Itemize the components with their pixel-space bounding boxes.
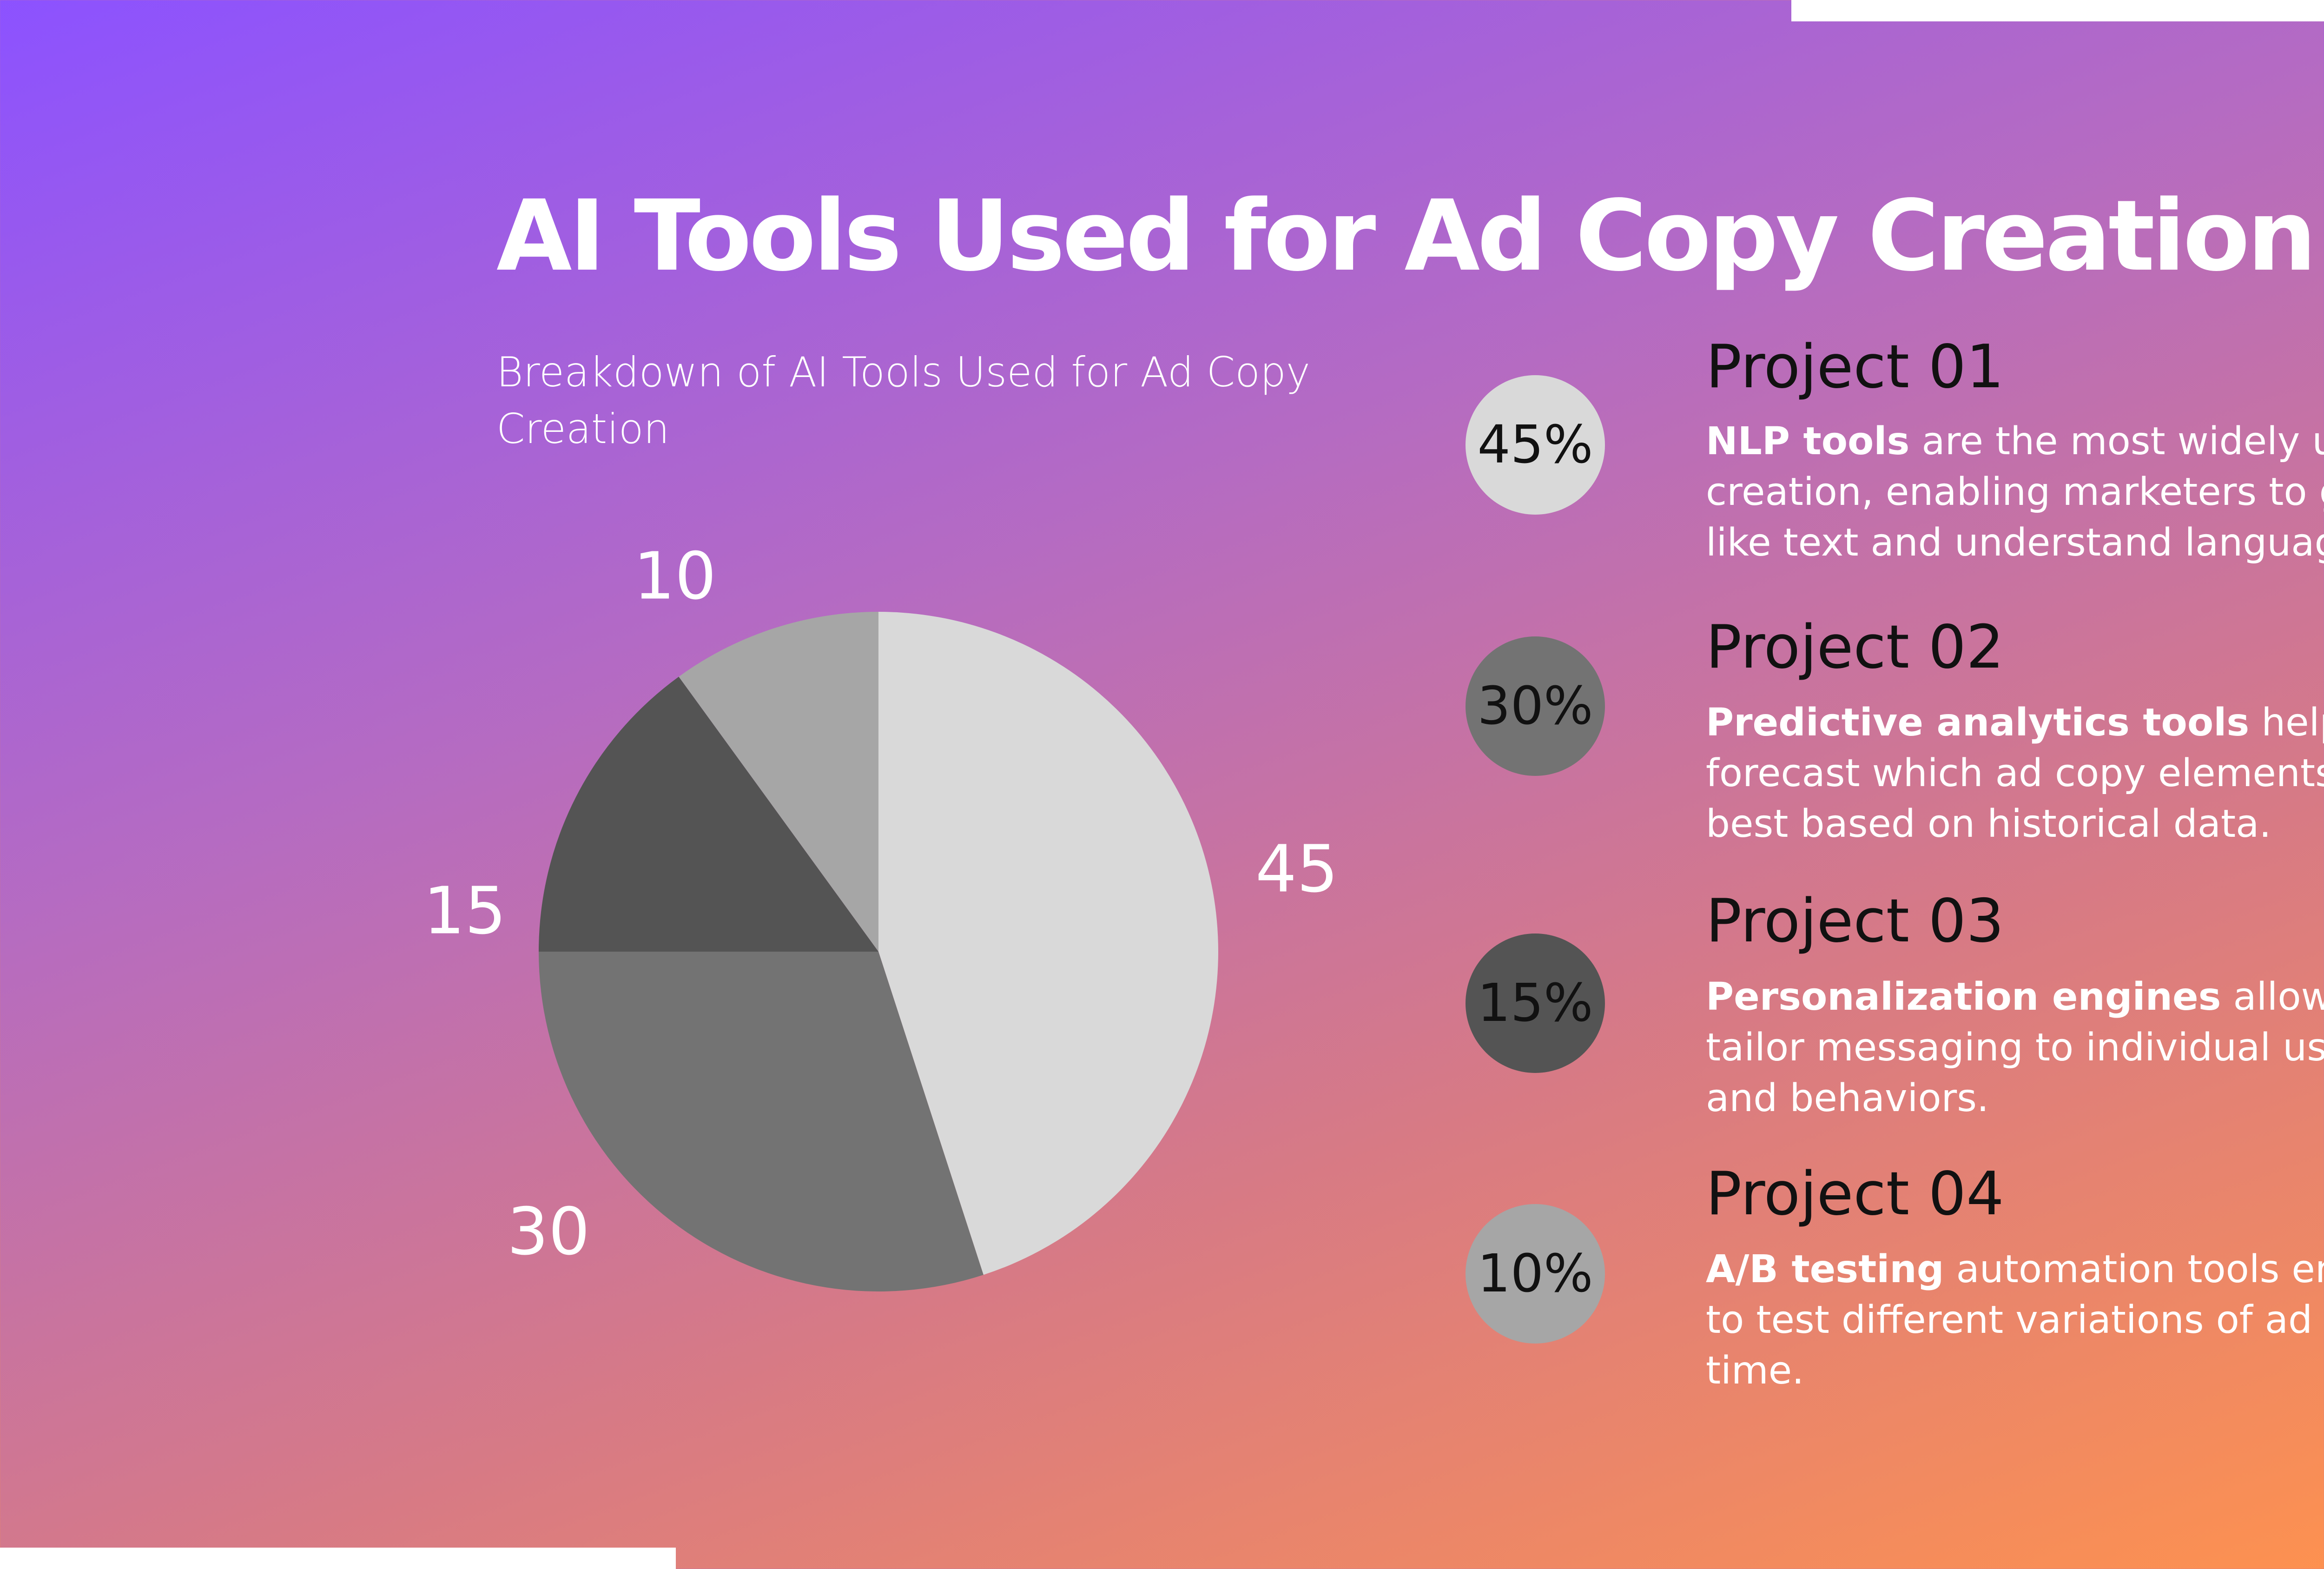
pie-slice-nlp: [878, 612, 1218, 1275]
project-03-highlight: Personalization engines: [1706, 975, 2221, 1019]
project-01-highlight: NLP tools: [1706, 419, 1910, 463]
pie-label-personalization: 15: [423, 873, 507, 949]
pie-slice-ab-testing: [679, 612, 878, 952]
project-04-highlight: A/B testing: [1706, 1247, 1944, 1291]
project-02-description: Predictive analytics tools help marketer…: [1706, 697, 2324, 849]
pie-label-ab-testing: 10: [633, 538, 717, 615]
pie-chart: [539, 612, 1218, 1291]
percent-badge-04: 10%: [1466, 1204, 1605, 1344]
percent-badge-03: 15%: [1466, 933, 1605, 1073]
pie-slice-predictive: [539, 952, 984, 1291]
percent-badge-text: 30%: [1477, 676, 1593, 736]
project-01-title: Project 01: [1706, 332, 2004, 402]
decorative-top-bar: [1791, 0, 2324, 21]
project-01-text: are the most widely used in ad copy crea…: [1706, 419, 2324, 565]
project-02-title: Project 02: [1706, 613, 2004, 682]
project-03-title: Project 03: [1706, 887, 2004, 956]
project-04-text: automation tools enable marketers to tes…: [1706, 1247, 2324, 1393]
percent-badge-text: 15%: [1477, 973, 1593, 1033]
pie-label-nlp: 45: [1255, 831, 1339, 907]
chart-subtitle: Breakdown of AI Tools Used for Ad Copy C…: [496, 348, 1310, 453]
percent-badge-text: 45%: [1477, 415, 1593, 475]
project-04-title: Project 04: [1706, 1159, 2004, 1229]
project-01-description: NLP tools are the most widely used in ad…: [1706, 416, 2324, 568]
project-02-highlight: Predictive analytics tools: [1706, 701, 2250, 745]
percent-badge-text: 10%: [1477, 1244, 1593, 1304]
decorative-bottom-bar: [0, 1548, 676, 1569]
project-03-description: Personalization engines allow marketers …: [1706, 972, 2324, 1124]
project-04-description: A/B testing automation tools enable mark…: [1706, 1244, 2324, 1396]
percent-badge-02: 30%: [1466, 636, 1605, 776]
project-03-text: allow marketers to tailor messaging to i…: [1706, 975, 2324, 1120]
slide-title: AI Tools Used for Ad Copy Creation: [496, 179, 2317, 293]
percent-badge-01: 45%: [1466, 375, 1605, 515]
pie-label-predictive: 30: [507, 1194, 590, 1270]
pie-slice-personalization: [539, 676, 878, 952]
project-02-text: help marketers forecast which ad copy el…: [1706, 701, 2324, 846]
